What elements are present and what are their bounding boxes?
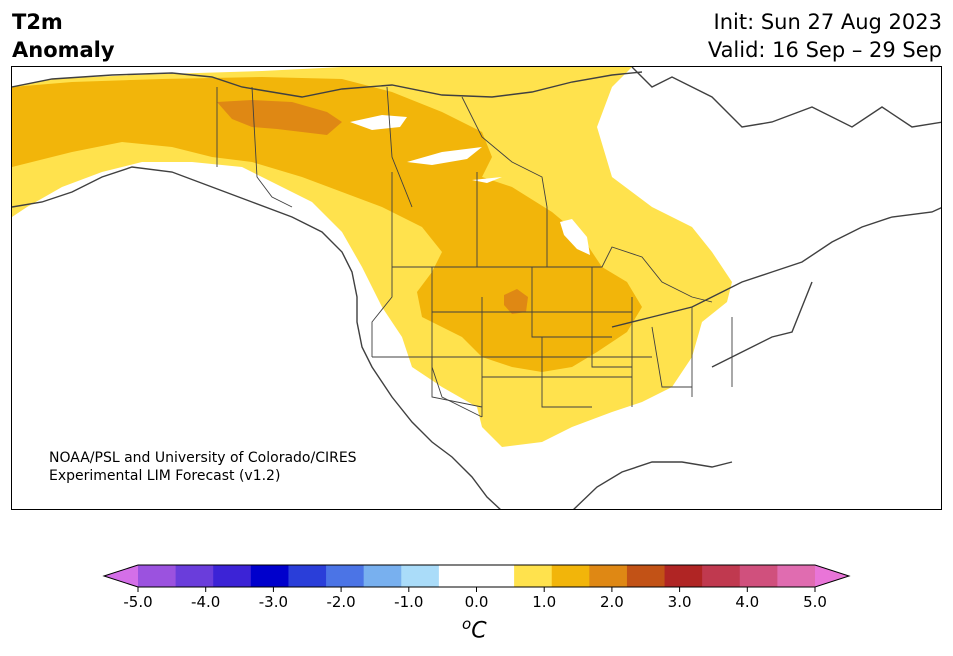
colorbar-cell bbox=[476, 565, 515, 587]
colorbar-tick-label: 0.0 bbox=[465, 593, 489, 611]
colorbar-cell bbox=[363, 565, 402, 587]
colorbar-cell bbox=[589, 565, 628, 587]
colorbar-tick-label: 2.0 bbox=[600, 593, 624, 611]
colorbar-cell bbox=[288, 565, 327, 587]
lake-athabasca bbox=[472, 177, 502, 183]
unit-label: oC bbox=[462, 615, 487, 643]
valid-date: Valid: 16 Sep – 29 Sep bbox=[707, 38, 942, 62]
lake-great-bear bbox=[350, 115, 407, 130]
colorbar-tick-label: -2.0 bbox=[326, 593, 355, 611]
colorbar-cell bbox=[401, 565, 440, 587]
colorbar-cell bbox=[777, 565, 816, 587]
anomaly-band-mid bbox=[12, 77, 642, 372]
colorbar-cell bbox=[250, 565, 289, 587]
colorbar-cell bbox=[739, 565, 778, 587]
map-canvas bbox=[12, 67, 941, 509]
colorbar-cell bbox=[664, 565, 703, 587]
title-subtitle: Anomaly bbox=[12, 38, 115, 62]
title-variable: T2m bbox=[12, 10, 63, 34]
colorbar-extend-low bbox=[104, 565, 138, 587]
colorbar-tick-label: -1.0 bbox=[394, 593, 423, 611]
credit-line-2: Experimental LIM Forecast (v1.2) bbox=[49, 468, 281, 484]
colorbar-cell bbox=[438, 565, 477, 587]
colorbar-tick-label: 5.0 bbox=[803, 593, 827, 611]
colorbar-tick-label: 4.0 bbox=[735, 593, 759, 611]
colorbar-cell bbox=[551, 565, 590, 587]
colorbar-cell bbox=[326, 565, 365, 587]
colorbar-cell bbox=[138, 565, 177, 587]
unit-degree: o bbox=[462, 615, 472, 633]
colorbar-cell bbox=[175, 565, 214, 587]
colorbar-tick-label: 3.0 bbox=[668, 593, 692, 611]
map-title: T2m Anomaly bbox=[12, 8, 115, 64]
colorbar-cell bbox=[626, 565, 666, 587]
anomaly-band-high bbox=[217, 100, 342, 135]
colorbar-ticks: -5.0 -4.0 -3.0 -2.0 -1.0 0.0 1.0 2.0 3.0 4.0 5.0 bbox=[123, 587, 827, 611]
colorbar-cell bbox=[213, 565, 252, 587]
colorbar-cell bbox=[514, 565, 553, 587]
lake-winnipeg bbox=[560, 219, 590, 255]
colorbar-extend-high bbox=[815, 565, 849, 587]
unit-letter: C bbox=[471, 618, 487, 644]
anomaly-band-high-2 bbox=[504, 289, 528, 314]
colorbar-tick-label: -3.0 bbox=[259, 593, 288, 611]
political-borders bbox=[216, 86, 733, 418]
colorbar-tick-label: -4.0 bbox=[191, 593, 220, 611]
colorbar-cell bbox=[702, 565, 741, 587]
colorbar-tick-label: 1.0 bbox=[532, 593, 556, 611]
colorbar-cells bbox=[102, 564, 851, 588]
credit-line-1: NOAA/PSL and University of Colorado/CIRE… bbox=[49, 450, 357, 466]
forecast-dates: Init: Sun 27 Aug 2023 Valid: 16 Sep – 29… bbox=[708, 8, 942, 64]
credit-text: NOAA/PSL and University of Colorado/CIRE… bbox=[49, 449, 357, 485]
anomaly-map bbox=[11, 66, 942, 510]
init-date: Init: Sun 27 Aug 2023 bbox=[713, 10, 942, 34]
lake-great-slave bbox=[407, 147, 482, 165]
colorbar-tick-label: -5.0 bbox=[123, 593, 152, 611]
colorbar: -5.0 -4.0 -3.0 -2.0 -1.0 0.0 1.0 2.0 3.0 4.0 5.0 bbox=[102, 564, 851, 611]
